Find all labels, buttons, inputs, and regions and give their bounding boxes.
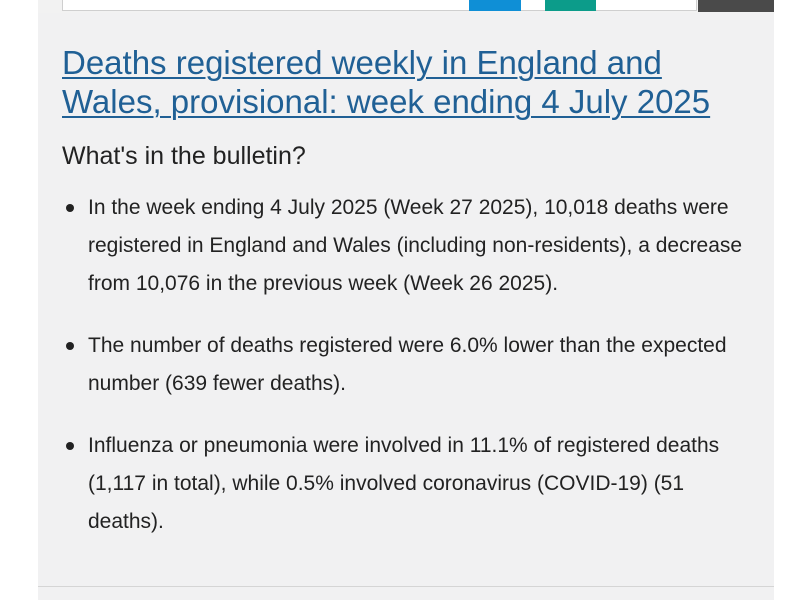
bullet-text: The number of deaths registered were 6.0… [88, 334, 727, 395]
header-blue-button[interactable] [469, 0, 521, 11]
bullet-dot-icon [66, 342, 74, 350]
bullet-item-influenza-covid: Influenza or pneumonia were involved in … [62, 427, 752, 541]
bullet-dot-icon [66, 442, 74, 450]
bulletin-bullet-list: In the week ending 4 July 2025 (Week 27 … [62, 189, 752, 565]
bullet-item-weekly-deaths: In the week ending 4 July 2025 (Week 27 … [62, 189, 752, 303]
card-divider [38, 586, 774, 587]
bullet-item-expected-deaths: The number of deaths registered were 6.0… [62, 327, 752, 403]
header-dark-button[interactable] [698, 0, 774, 12]
bullet-dot-icon [66, 204, 74, 212]
bulletin-title-link[interactable]: Deaths registered weekly in England and … [62, 44, 711, 120]
header-teal-button[interactable] [545, 0, 596, 11]
next-card [38, 587, 774, 600]
search-input[interactable] [62, 0, 697, 11]
bullet-text: In the week ending 4 July 2025 (Week 27 … [88, 196, 743, 295]
bulletin-card [38, 13, 774, 586]
bulletin-subheading: What's in the bulletin? [62, 142, 306, 170]
bullet-text: Influenza or pneumonia were involved in … [88, 434, 720, 533]
